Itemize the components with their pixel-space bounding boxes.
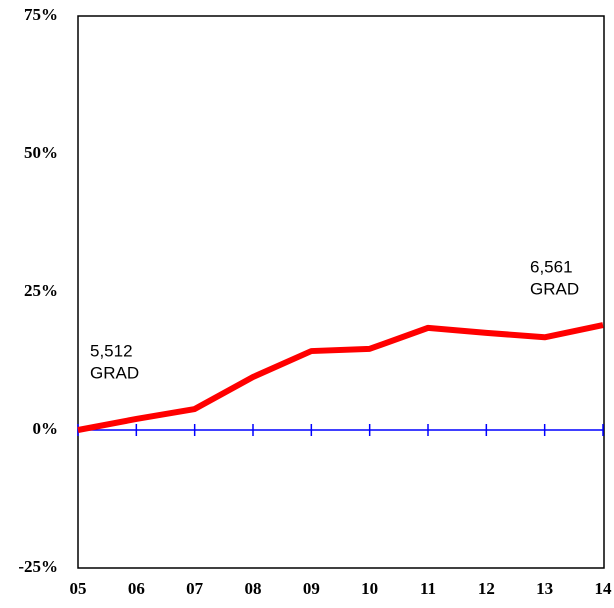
- y-tick-label: 75%: [24, 5, 58, 24]
- annotation: 6,561: [530, 257, 573, 276]
- x-tick-label: 13: [536, 579, 553, 598]
- x-tick-label: 08: [245, 579, 262, 598]
- annotation: GRAD: [90, 363, 139, 382]
- x-tick-label: 05: [70, 579, 87, 598]
- data-line: [77, 322, 604, 433]
- x-tick-label: 10: [361, 579, 378, 598]
- x-tick-label: 09: [303, 579, 320, 598]
- y-tick-label: -25%: [18, 557, 58, 576]
- x-tick-label: 12: [478, 579, 495, 598]
- y-tick-label: 50%: [24, 143, 58, 162]
- x-tick-label: 11: [420, 579, 436, 598]
- y-tick-label: 25%: [24, 281, 58, 300]
- y-tick-label: 0%: [33, 419, 59, 438]
- x-tick-label: 14: [595, 579, 613, 598]
- x-tick-label: 06: [128, 579, 145, 598]
- plot-frame: [77, 15, 605, 569]
- annotation: 5,512: [90, 341, 133, 360]
- annotation: GRAD: [530, 279, 579, 298]
- x-tick-label: 07: [186, 579, 204, 598]
